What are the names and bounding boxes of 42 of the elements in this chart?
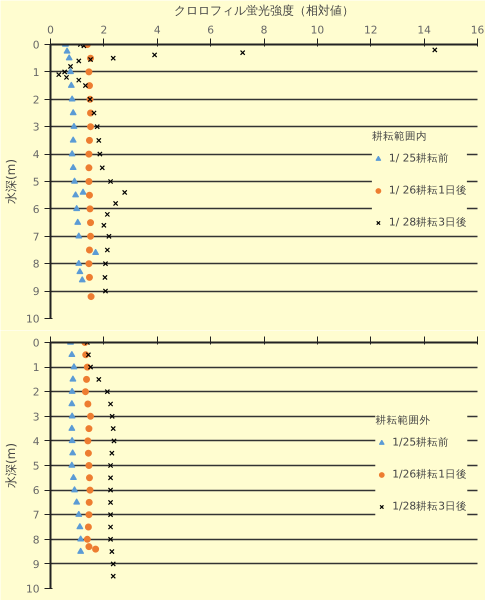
y-tick-label: 2 bbox=[32, 386, 40, 399]
x-tick-label: 2 bbox=[100, 24, 108, 36]
y-tick-label: 1 bbox=[32, 361, 40, 374]
legend-label: 1/25耕耘前 bbox=[392, 436, 450, 450]
legend-title: 耕耘範囲外 bbox=[375, 414, 432, 428]
y-tick-label: 8 bbox=[32, 258, 40, 271]
y-tick-label: 3 bbox=[32, 410, 40, 424]
y-axis-title: 水深(m) bbox=[4, 442, 18, 488]
legend-label: 1/26耕耘1日後 bbox=[392, 468, 467, 482]
x-tick-label: 4 bbox=[154, 24, 161, 36]
y-tick-label: 9 bbox=[32, 558, 40, 571]
legend-label: 1/ 25耕耘前 bbox=[388, 152, 450, 166]
y-tick-label: 0 bbox=[32, 336, 40, 350]
legend-title: 耕耘範囲内 bbox=[372, 130, 428, 144]
x-tick-label: 12 bbox=[364, 24, 378, 36]
x-axis-title: クロロフィル蛍光強度（相対値） bbox=[174, 4, 354, 18]
y-tick-label: 7 bbox=[32, 230, 40, 244]
legend-label: 1/ 28耕耘3日後 bbox=[388, 216, 467, 230]
x-tick-label: 8 bbox=[260, 24, 268, 36]
y-tick-label: 10 bbox=[26, 582, 40, 596]
y-tick-label: 1 bbox=[32, 66, 40, 79]
y-tick-label: 4 bbox=[32, 434, 40, 448]
x-tick-label: 16 bbox=[470, 24, 484, 36]
y-tick-label: 9 bbox=[32, 285, 40, 298]
y-tick-label: 7 bbox=[32, 508, 40, 522]
y-tick-label: 2 bbox=[32, 93, 40, 106]
y-tick-label: 5 bbox=[32, 176, 40, 188]
legend-label: 1/28耕耘3日後 bbox=[392, 500, 467, 514]
y-tick-label: 8 bbox=[32, 533, 40, 546]
y-tick-label: 4 bbox=[32, 148, 40, 162]
y-tick-label: 10 bbox=[26, 312, 40, 326]
y-tick-label: 5 bbox=[32, 460, 40, 472]
y-axis-title: 水深(m) bbox=[4, 158, 18, 204]
x-tick-label: 14 bbox=[417, 24, 432, 36]
x-tick-label: 10 bbox=[310, 24, 324, 36]
y-tick-label: 0 bbox=[32, 38, 40, 52]
x-tick-label: 6 bbox=[207, 24, 214, 36]
y-tick-label: 6 bbox=[32, 484, 40, 498]
x-tick-label: 0 bbox=[47, 24, 54, 36]
legend-label: 1/ 26耕耘1日後 bbox=[388, 184, 467, 198]
y-tick-label: 3 bbox=[32, 120, 40, 134]
y-tick-label: 6 bbox=[32, 202, 40, 216]
